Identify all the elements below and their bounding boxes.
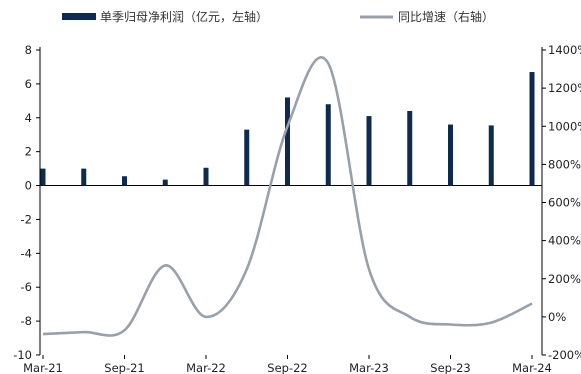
right-axis-tick-label: 400% bbox=[548, 234, 581, 248]
legend: 单季归母净利润（亿元，左轴） 同比增速（右轴） bbox=[62, 9, 494, 24]
right-axis-tick-label: 1000% bbox=[548, 119, 581, 133]
bar bbox=[244, 129, 250, 186]
bar bbox=[81, 168, 87, 186]
right-axis-tick-label: 1200% bbox=[548, 81, 581, 95]
right-axis-tick-label: 200% bbox=[548, 272, 581, 286]
right-axis-tick-label: -200% bbox=[548, 348, 581, 362]
left-axis-tick-label: 0 bbox=[25, 179, 32, 193]
right-axis-tick-label: 1400% bbox=[548, 43, 581, 57]
right-axis-tick-label: 800% bbox=[548, 157, 581, 171]
left-axis-tick-label: -4 bbox=[21, 246, 32, 260]
x-axis-tick-label: Sep-22 bbox=[267, 361, 307, 374]
x-axis-tick-label: Mar-23 bbox=[349, 361, 389, 374]
right-axis-tick-label: 0% bbox=[548, 310, 566, 324]
bar bbox=[448, 124, 453, 186]
left-axis-tick-label: -2 bbox=[21, 212, 32, 226]
left-axis-tick-label: -8 bbox=[21, 314, 32, 328]
bar bbox=[488, 125, 494, 186]
x-axis-tick-label: Mar-24 bbox=[512, 361, 552, 374]
legend-bar-swatch bbox=[62, 13, 96, 20]
bar bbox=[40, 168, 46, 186]
bar bbox=[285, 97, 290, 186]
bar bbox=[122, 176, 127, 186]
bar bbox=[529, 72, 535, 186]
left-axis-tick-label: 4 bbox=[25, 111, 32, 125]
growth-rate-line bbox=[42, 56, 533, 337]
bar bbox=[325, 104, 331, 186]
left-axis-tick-label: -10 bbox=[13, 348, 32, 362]
legend-line-label: 同比增速（右轴） bbox=[398, 9, 494, 24]
plot-area: 8 6 4 2 0 -2 -4 -6 -8 -10 1400% 1200% 1000% 800% 600% 4… bbox=[13, 43, 581, 374]
bar bbox=[407, 111, 413, 186]
x-axis-tick-label: Mar-22 bbox=[186, 361, 226, 374]
right-axis-tick-label: 600% bbox=[548, 196, 581, 210]
left-axis-tick-label: 6 bbox=[25, 77, 32, 91]
bar bbox=[162, 179, 168, 186]
bar bbox=[203, 167, 209, 186]
left-axis-tick-label: 2 bbox=[25, 145, 32, 159]
x-axis-tick-label: Sep-21 bbox=[104, 361, 144, 374]
left-axis-tick-label: -6 bbox=[21, 280, 32, 294]
x-axis-tick-label: Mar-21 bbox=[23, 361, 63, 374]
x-axis-tick-label: Sep-23 bbox=[430, 361, 470, 374]
left-axis-tick-label: 8 bbox=[25, 43, 32, 57]
bar bbox=[366, 116, 372, 186]
legend-bar-label: 单季归母净利润（亿元，左轴） bbox=[100, 9, 268, 24]
